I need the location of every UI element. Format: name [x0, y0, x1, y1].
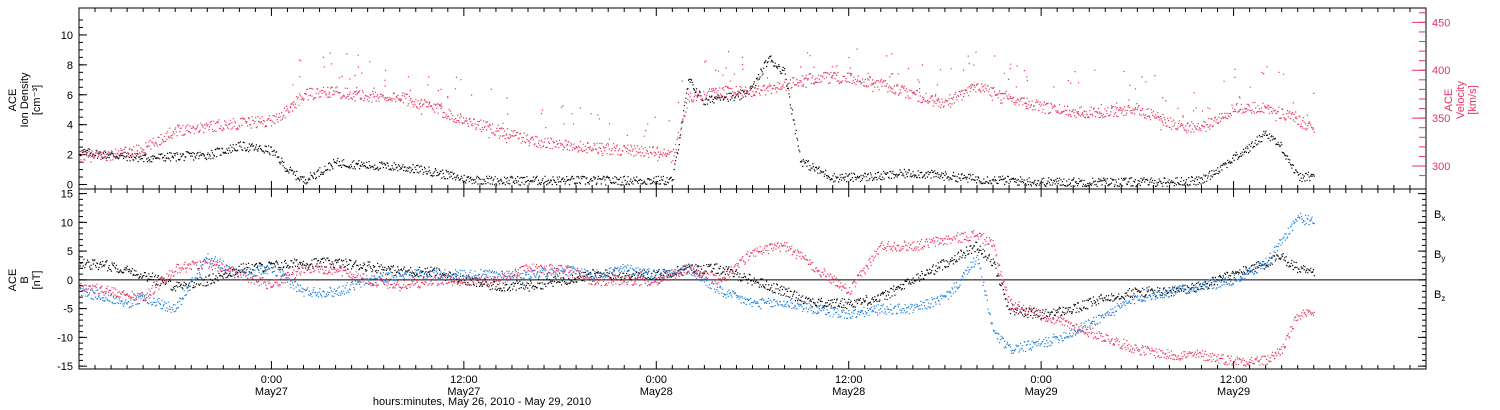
bottom-left-tick-label: 10	[61, 217, 73, 229]
top-left-tick-label: 8	[67, 60, 73, 72]
bottom-panel: -15 -10 -5 0 5 10 15	[57, 188, 1427, 373]
top-left-tick-label: 4	[67, 120, 73, 132]
top-right-axis-label: ACE Velocity [km/s]	[1443, 81, 1479, 119]
bottom-left-tick-label: 0	[67, 275, 73, 287]
bottom-left-axis-label: ACE B [nT]	[7, 269, 43, 292]
top-right-tick-label: 400	[1432, 65, 1450, 77]
top-left-tick-label: 0	[67, 180, 73, 192]
x-tick-date: May29	[1217, 386, 1250, 398]
top-right-tick-label: 450	[1432, 17, 1450, 29]
x-tick-time: 12:00	[450, 374, 478, 386]
top-right-tick-label: 350	[1432, 113, 1450, 125]
x-tick-time: 0:00	[1030, 374, 1051, 386]
x-axis-tick-labels: 0:00May2712:00May270:00May2812:00May280:…	[255, 374, 1250, 398]
bottom-left-tick-label: -10	[57, 332, 73, 344]
axis-label-line: [km/s]	[1467, 85, 1479, 114]
legend-bz: Bz	[1434, 289, 1445, 303]
axis-label-line: Ion Density	[19, 72, 31, 128]
legend-bx: Bx	[1434, 209, 1445, 223]
x-tick-date: May28	[832, 386, 865, 398]
axis-label-line: ACE	[7, 89, 19, 112]
bottom-left-tick-label: -5	[63, 304, 73, 316]
axis-label-line: [nT]	[31, 271, 43, 290]
axis-label-line: B	[19, 276, 31, 283]
top-left-tick-label: 6	[67, 90, 73, 102]
x-axis-label: hours:minutes, May 26, 2010 - May 29, 20…	[373, 396, 591, 408]
top-left-tick-label: 10	[61, 30, 73, 42]
x-tick-time: 12:00	[835, 374, 863, 386]
x-tick-date: May29	[1025, 386, 1058, 398]
bz-series	[79, 230, 1315, 367]
x-tick-time: 12:00	[1220, 374, 1248, 386]
axis-label-line: ACE	[7, 269, 19, 292]
x-tick-time: 0:00	[646, 374, 667, 386]
legend-by: By	[1434, 249, 1445, 263]
bottom-left-tick-label: -15	[57, 361, 73, 373]
by-series	[79, 212, 1315, 355]
x-tick-time: 0:00	[261, 374, 282, 386]
bx-series	[79, 241, 1315, 320]
axis-label-line: [cm⁻³]	[31, 85, 43, 115]
bottom-left-tick-label: 5	[67, 246, 73, 258]
legend: Bx By Bz	[1434, 209, 1445, 303]
x-tick-date: May28	[640, 386, 673, 398]
bottom-left-tick-label: 15	[61, 189, 73, 201]
x-tick-date: May27	[255, 386, 288, 398]
axis-label-line: Velocity	[1455, 81, 1467, 119]
x-tick-date: May27	[447, 386, 480, 398]
top-left-axis-label: ACE Ion Density [cm⁻³]	[7, 72, 43, 128]
top-right-tick-label: 300	[1432, 161, 1450, 173]
velocity-outliers	[289, 48, 1315, 162]
top-panel: 0 2 4 6 8 10 300 350 400 450	[61, 7, 1450, 192]
axis-label-line: ACE	[1443, 89, 1455, 112]
top-left-tick-label: 2	[67, 150, 73, 162]
